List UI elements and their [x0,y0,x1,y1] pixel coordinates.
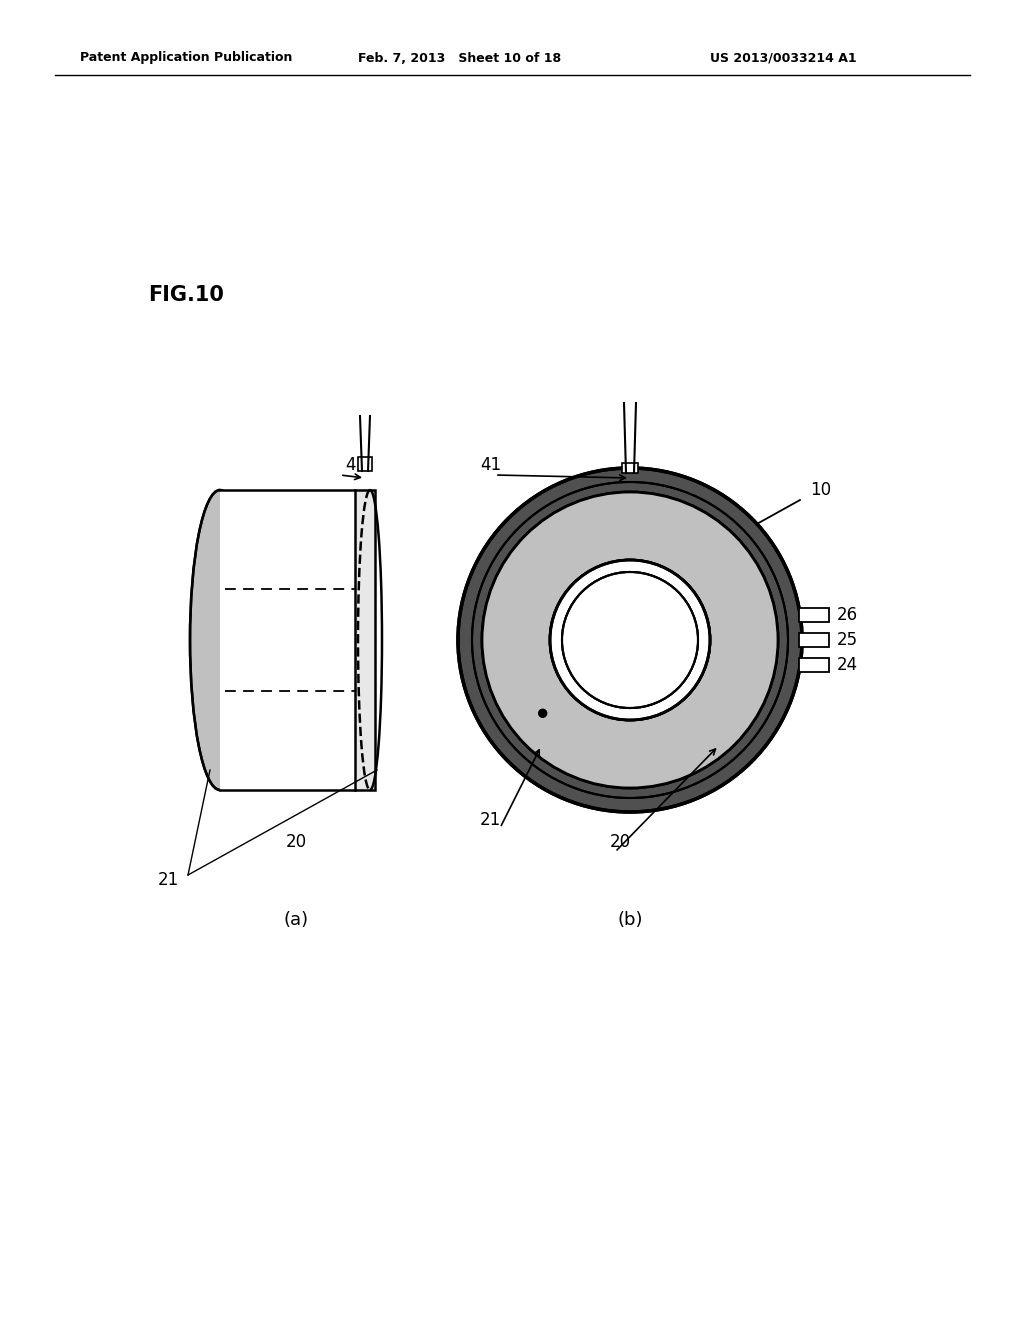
Bar [220,490,255,789]
Bar [358,457,372,471]
Text: (a): (a) [284,911,308,929]
Circle shape [550,560,710,719]
Bar [799,657,829,672]
Bar [220,490,355,789]
Text: 41: 41 [345,455,367,474]
Circle shape [562,572,698,708]
Bar [622,463,638,473]
Text: 25: 25 [837,631,858,649]
Text: 20: 20 [609,833,631,851]
Circle shape [562,572,698,708]
Text: 24: 24 [837,656,858,675]
Text: Patent Application Publication: Patent Application Publication [80,51,293,65]
Bar [355,490,375,789]
Circle shape [482,492,778,788]
Circle shape [482,492,778,788]
Text: (b): (b) [617,911,643,929]
Text: 21: 21 [158,871,178,888]
Text: 26: 26 [837,606,858,624]
Circle shape [539,709,547,717]
Text: FIG.10: FIG.10 [148,285,224,305]
Text: 20: 20 [286,833,306,851]
Ellipse shape [190,490,250,789]
Text: US 2013/0033214 A1: US 2013/0033214 A1 [710,51,857,65]
Text: 10: 10 [810,480,831,499]
Circle shape [458,469,802,812]
Circle shape [550,560,710,719]
Bar [799,634,829,647]
Bar [799,609,829,622]
Text: 41: 41 [480,455,501,474]
Text: Feb. 7, 2013   Sheet 10 of 18: Feb. 7, 2013 Sheet 10 of 18 [358,51,561,65]
Text: 21: 21 [479,810,501,829]
